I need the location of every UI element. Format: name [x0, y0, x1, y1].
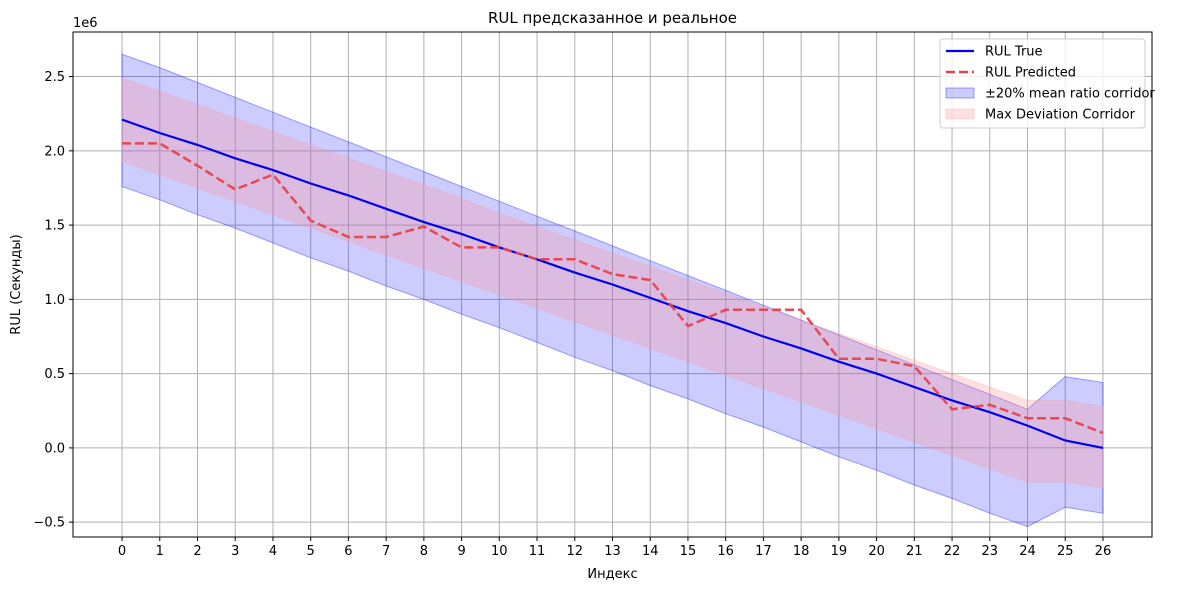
x-axis-label: Индекс — [587, 567, 637, 582]
x-tick-label: 13 — [604, 544, 621, 559]
legend-swatch-20-mean-ratio-corridor — [945, 87, 975, 99]
legend-swatch-max-deviation-corridor — [945, 108, 975, 120]
y-tick-label: −0.5 — [33, 516, 65, 531]
rul-true-line — [121, 118, 1104, 449]
series-lines — [121, 118, 1104, 449]
x-tick-label: 15 — [680, 544, 697, 559]
x-tick-label: 26 — [1095, 544, 1112, 559]
y-tick-label: 0.0 — [44, 441, 65, 456]
legend-box — [939, 38, 1146, 129]
x-tick-label: 4 — [269, 544, 277, 559]
chart-title: RUL предсказанное и реальное — [488, 9, 737, 27]
corridor-bands — [121, 53, 1104, 528]
y-tick-label: 2.5 — [44, 70, 65, 85]
y-tick-label: 1.5 — [44, 219, 65, 234]
x-tick-label: 9 — [457, 544, 465, 559]
y-axis-offset-text: 1e6 — [73, 16, 98, 31]
x-tick-label: 12 — [566, 544, 583, 559]
x-tick-label: 5 — [307, 544, 315, 559]
x-tick-label: 1 — [156, 544, 164, 559]
x-tick-label: 14 — [642, 544, 659, 559]
x-tick-label: 23 — [981, 544, 998, 559]
legend-label: RUL Predicted — [985, 66, 1076, 81]
y-axis-label: RUL (Секунды) — [9, 234, 24, 334]
x-tick-label: 2 — [193, 544, 201, 559]
y-axis-ticks: −0.5 0.0 0.5 1.0 1.5 2.0 2.5 — [33, 70, 73, 531]
x-tick-label: 0 — [118, 544, 126, 559]
x-tick-label: 11 — [529, 544, 546, 559]
x-tick-label: 10 — [491, 544, 508, 559]
legend-label: Max Deviation Corridor — [985, 108, 1136, 123]
x-tick-label: 22 — [944, 544, 961, 559]
x-tick-label: 6 — [344, 544, 352, 559]
x-tick-label: 21 — [906, 544, 923, 559]
x-axis-ticks: 0 1 2 3 4 5 6 7 8 9 10 11 12 13 14 15 16 17 18 19 20 21 22 23 24… — [118, 537, 1111, 559]
x-tick-label: 8 — [420, 544, 428, 559]
x-tick-label: 25 — [1057, 544, 1074, 559]
x-tick-label: 20 — [868, 544, 885, 559]
max-deviation-corridor-band — [121, 77, 1104, 489]
y-tick-label: 1.0 — [44, 293, 65, 308]
x-tick-label: 3 — [231, 544, 239, 559]
x-tick-label: 18 — [793, 544, 810, 559]
x-tick-label: 19 — [831, 544, 848, 559]
legend: RUL True RUL Predicted ±20% mean ratio cor… — [939, 38, 1155, 129]
legend-label: ±20% mean ratio corridor — [985, 87, 1155, 102]
x-tick-label: 16 — [717, 544, 734, 559]
legend-label: RUL True — [985, 45, 1043, 60]
rul-predicted-line — [122, 142, 1104, 435]
x-tick-label: 24 — [1019, 544, 1036, 559]
x-tick-label: 17 — [755, 544, 772, 559]
y-tick-label: 2.0 — [44, 144, 65, 159]
20-mean-ratio-corridor-band — [121, 53, 1104, 528]
y-tick-label: 0.5 — [44, 367, 65, 382]
x-tick-label: 7 — [382, 544, 390, 559]
